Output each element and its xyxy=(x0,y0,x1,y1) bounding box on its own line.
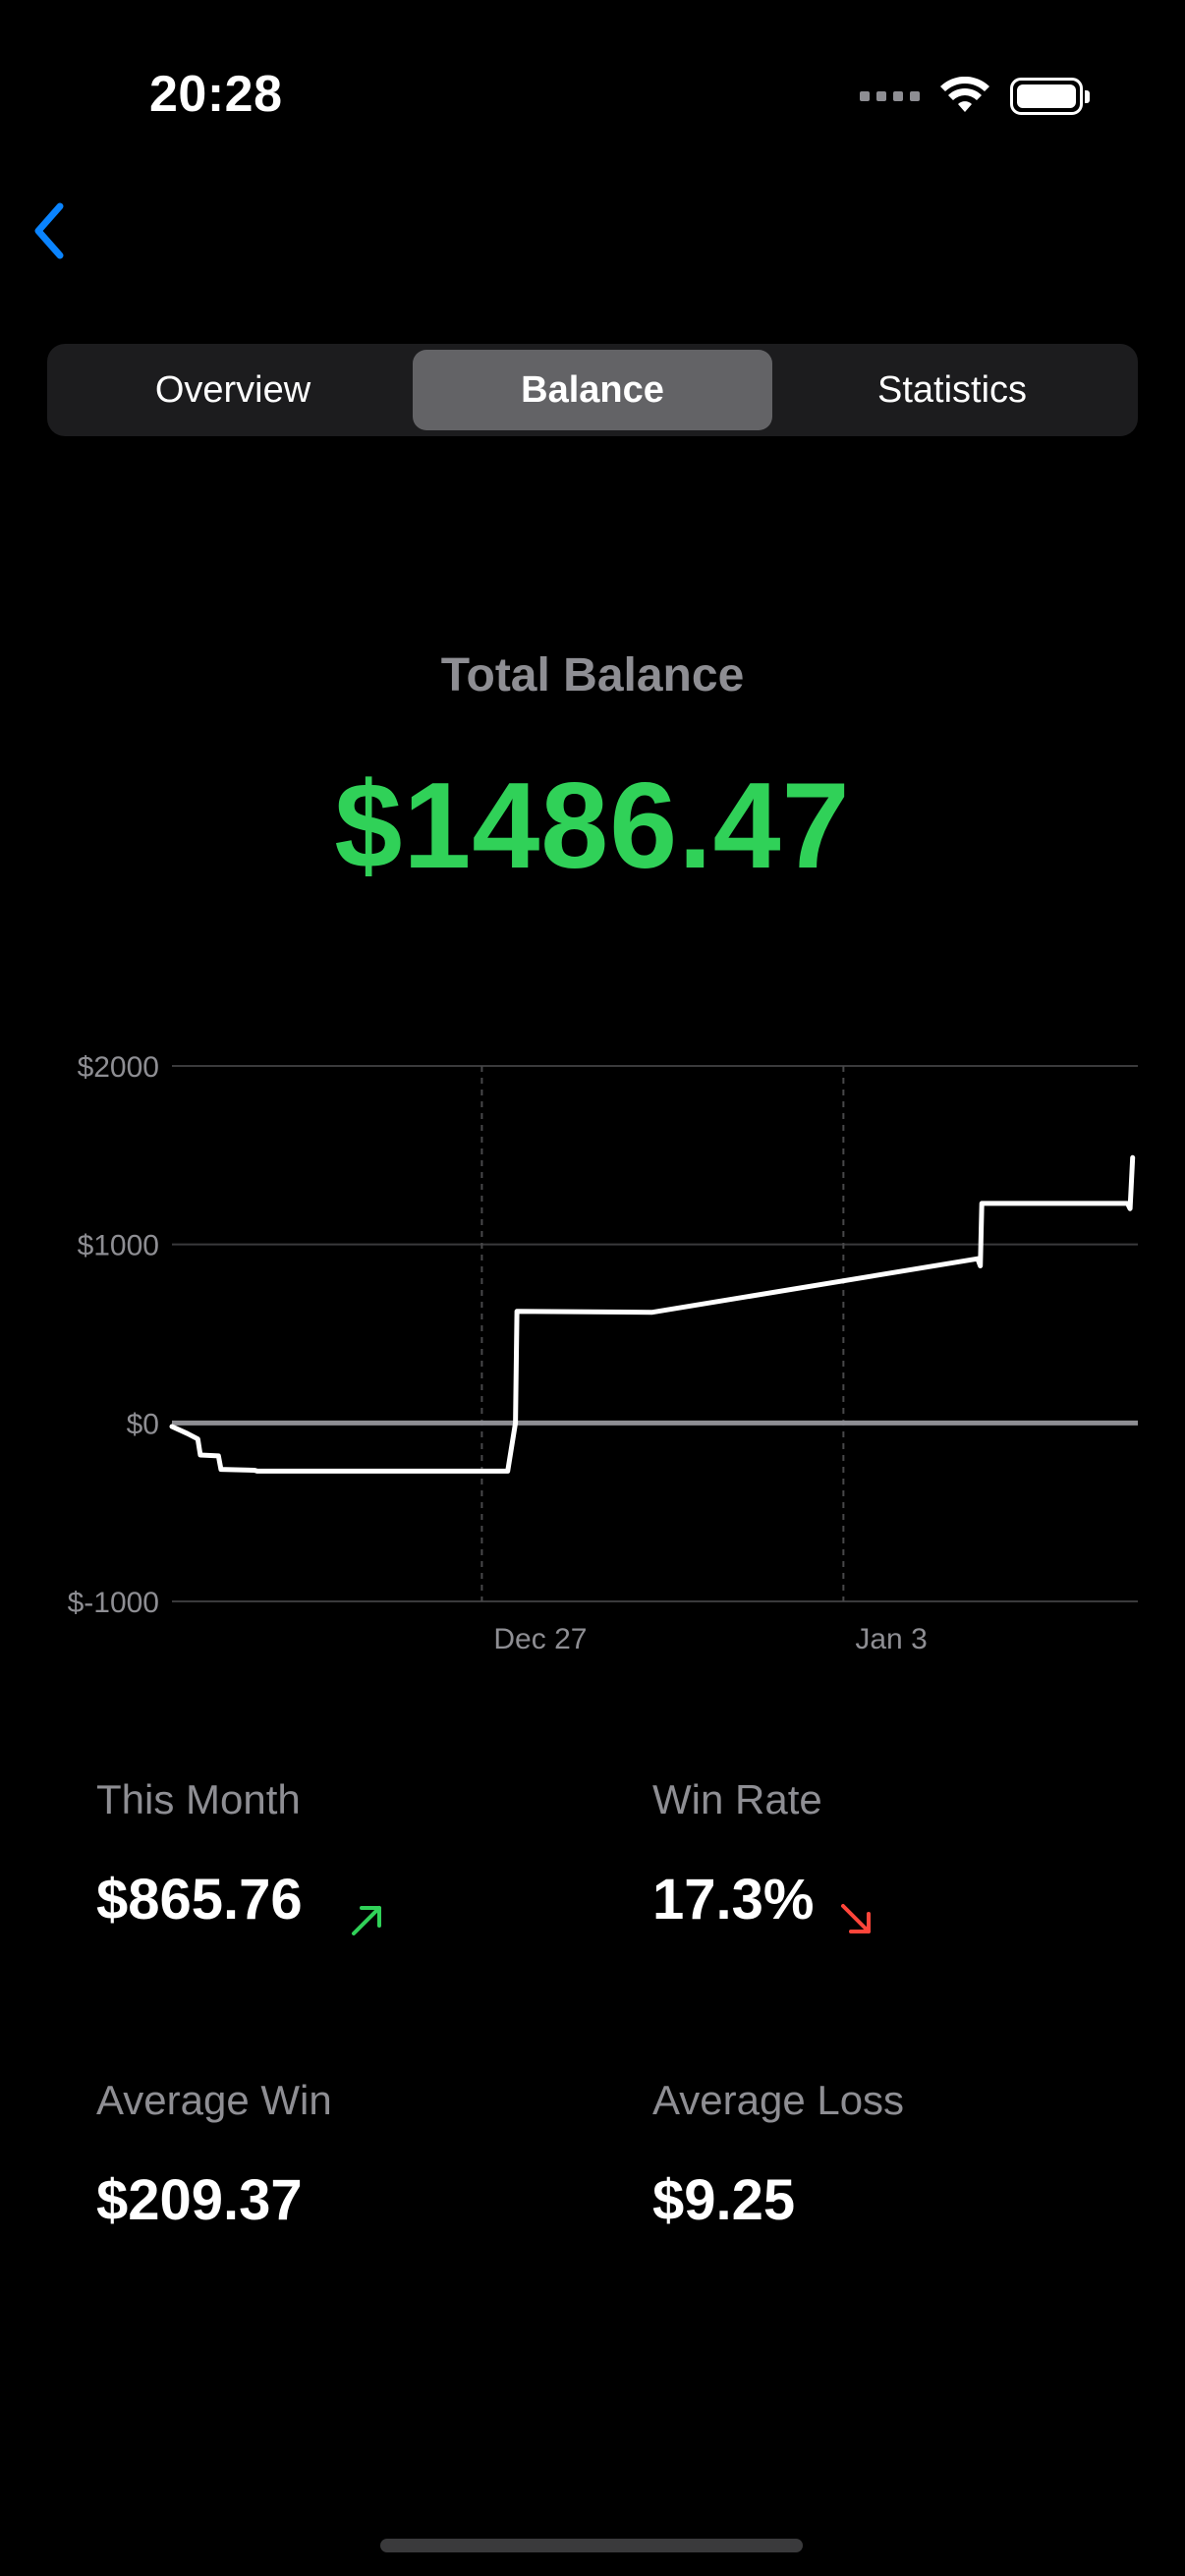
this-month-label: This Month xyxy=(96,1776,301,1822)
battery-icon xyxy=(1010,78,1090,115)
tab-overview[interactable]: Overview xyxy=(154,368,311,411)
y-tick-label: $2000 xyxy=(78,1051,159,1084)
average-win-label: Average Win xyxy=(96,2077,332,2123)
trend-up-icon xyxy=(352,1906,381,1935)
y-tick-label: $0 xyxy=(127,1408,159,1440)
average-loss-label: Average Loss xyxy=(652,2077,905,2123)
x-tick-label: Jan 3 xyxy=(855,1623,927,1655)
status-time: 20:28 xyxy=(149,66,283,123)
signal-dots-icon xyxy=(860,91,920,101)
segmented-control: Overview Balance Statistics xyxy=(47,344,1138,436)
trend-down-icon xyxy=(841,1904,871,1933)
average-win-value: $209.37 xyxy=(96,2168,303,2232)
tab-statistics[interactable]: Statistics xyxy=(876,368,1028,411)
status-icons xyxy=(860,71,1090,122)
tab-balance[interactable]: Balance xyxy=(413,350,772,430)
wifi-icon xyxy=(940,77,989,112)
chevron-left-icon xyxy=(34,202,64,259)
this-month-value: $865.76 xyxy=(96,1868,303,1932)
y-tick-label: $-1000 xyxy=(68,1587,159,1619)
average-loss-value: $9.25 xyxy=(652,2168,796,2232)
home-indicator xyxy=(380,2539,803,2552)
y-tick-label: $1000 xyxy=(78,1230,159,1262)
total-balance-value: $1486.47 xyxy=(334,758,851,894)
balance-line xyxy=(169,1154,1136,1474)
balance-chart: $2000 $1000 $0 $-1000 Dec 27 Jan 3 xyxy=(68,1051,1138,1655)
back-button[interactable] xyxy=(20,196,79,265)
win-rate-value: 17.3% xyxy=(652,1868,815,1932)
win-rate-label: Win Rate xyxy=(652,1776,822,1822)
total-balance-label: Total Balance xyxy=(440,649,745,701)
x-tick-label: Dec 27 xyxy=(493,1623,587,1655)
